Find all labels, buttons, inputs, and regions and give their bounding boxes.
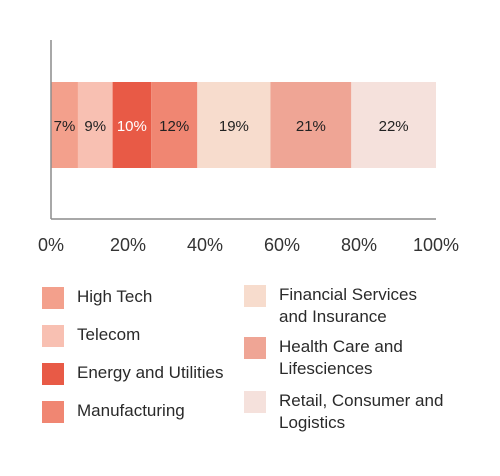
data-label-5: 21%: [296, 118, 326, 135]
x-tick-label-5: 100%: [413, 235, 459, 255]
legend-item-telecom: Telecom: [42, 324, 140, 347]
x-tick-label-0: 0%: [38, 235, 64, 255]
bar-segment-1: [77, 82, 113, 168]
bar-segment-2: [112, 82, 152, 168]
legend-item-financial-services: Financial Services and Insurance: [244, 284, 417, 328]
data-label-3: 12%: [159, 118, 189, 135]
legend-item-retail-consumer: Retail, Consumer and Logistics: [244, 390, 443, 434]
data-label-1: 9%: [84, 118, 106, 135]
stacked-bar-chart: 7% 9% 10% 12% 19% 21% 22% 0% 20% 40% 60% 80% 100%: [38, 40, 459, 255]
legend-swatch-manufacturing: [42, 401, 64, 423]
legend-item-energy-utilities: Energy and Utilities: [42, 362, 223, 385]
legend-swatch-health-care: [244, 337, 266, 359]
legend-swatch-high-tech: [42, 287, 64, 309]
x-tick-label-1: 20%: [110, 235, 146, 255]
legend-swatch-energy-utilities: [42, 363, 64, 385]
legend-label-high-tech: High Tech: [77, 287, 153, 306]
legend-item-high-tech: High Tech: [42, 286, 152, 309]
legend-item-health-care: Health Care and Lifesciences: [244, 336, 403, 380]
chart-canvas: 7% 9% 10% 12% 19% 21% 22% 0% 20% 40% 60% 80% 100%: [38, 40, 459, 255]
legend-swatch-telecom: [42, 325, 64, 347]
legend-label-health-care: Health Care and Lifesciences: [279, 337, 403, 378]
legend-label-retail-consumer: Retail, Consumer and Logistics: [279, 391, 444, 432]
x-tick-label-3: 60%: [264, 235, 300, 255]
bar-segment-6: [351, 82, 436, 168]
x-tick-label-2: 40%: [187, 235, 223, 255]
data-label-0: 7%: [54, 118, 76, 135]
x-tick-label-4: 80%: [341, 235, 377, 255]
legend-swatch-financial-services: [244, 285, 266, 307]
data-label-2: 10%: [117, 118, 147, 135]
bar-segment-0: [51, 82, 78, 168]
legend-label-manufacturing: Manufacturing: [77, 401, 185, 420]
bar-segment-5: [270, 82, 352, 168]
bar-segment-4: [197, 82, 271, 168]
legend-label-energy-utilities: Energy and Utilities: [77, 363, 224, 382]
legend-swatch-retail-consumer: [244, 391, 266, 413]
legend-item-manufacturing: Manufacturing: [42, 400, 185, 423]
data-label-4: 19%: [219, 118, 249, 135]
legend-label-financial-services: Financial Services and Insurance: [279, 285, 417, 326]
bar-segment-3: [151, 82, 198, 168]
data-label-6: 22%: [379, 118, 409, 135]
legend-label-telecom: Telecom: [77, 325, 141, 344]
